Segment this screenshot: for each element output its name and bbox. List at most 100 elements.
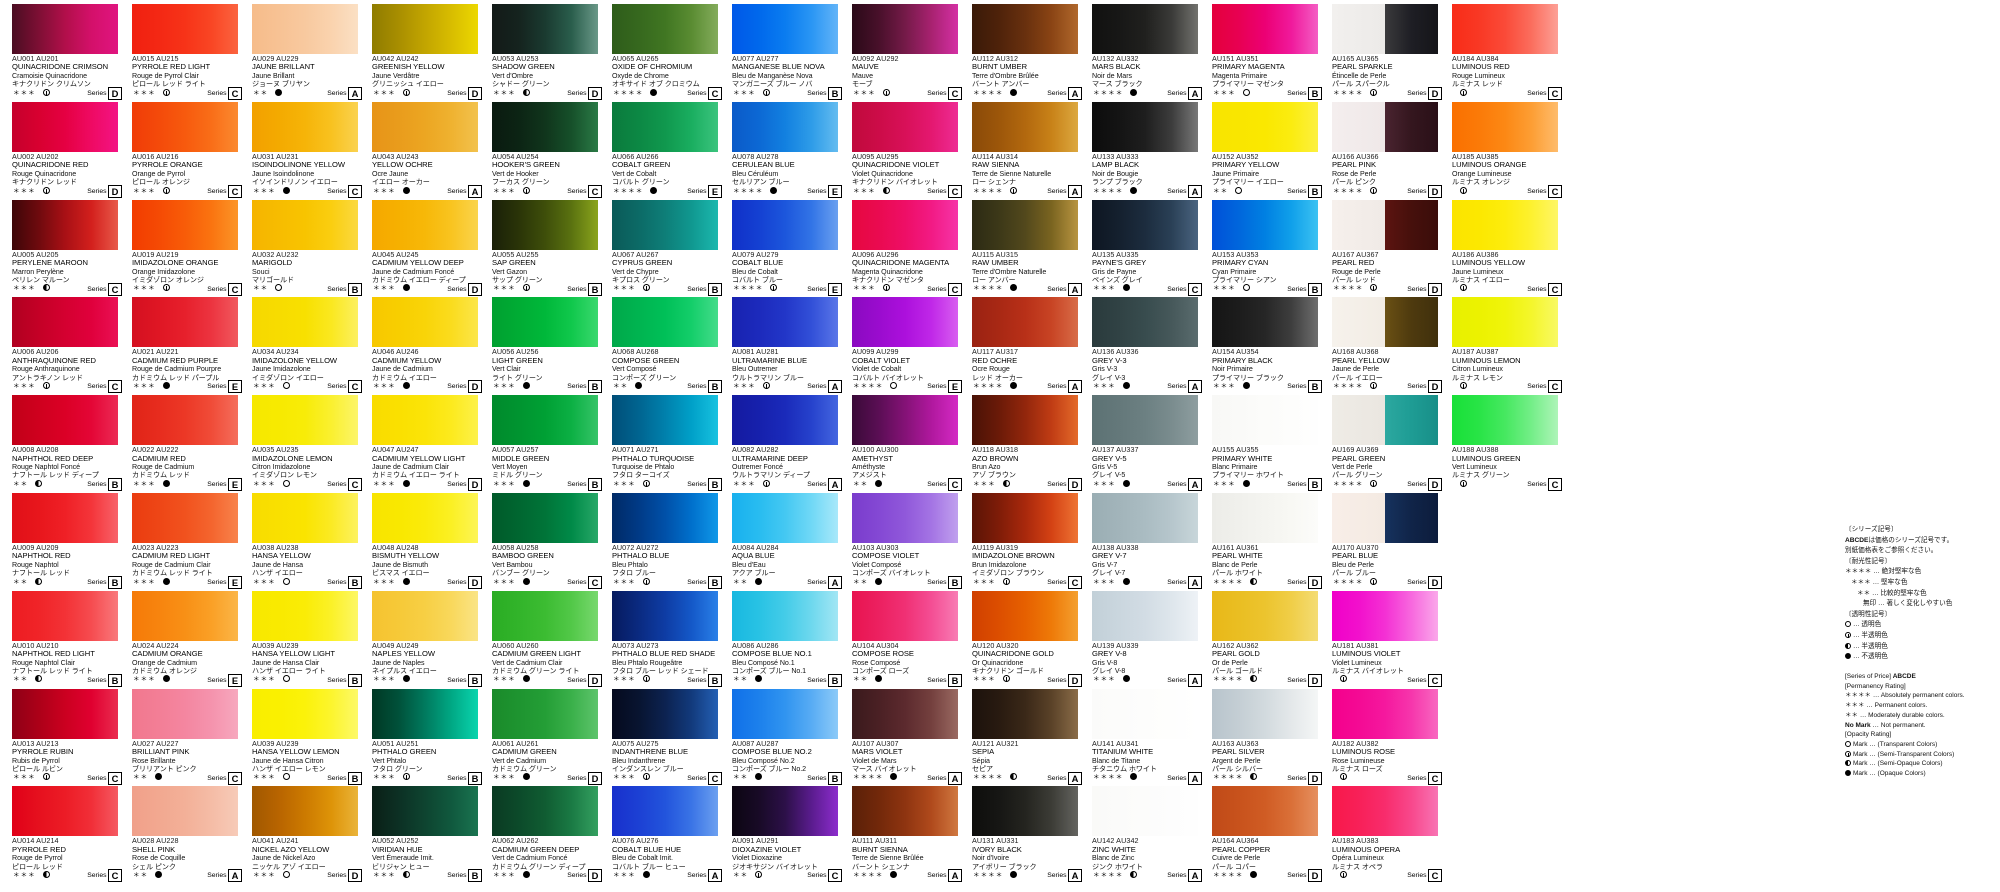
color-swatch-cell[interactable]: AU153 AU353 PRIMARY CYAN Cyan Primaire プライマ… [1200,199,1322,298]
color-swatch-cell[interactable]: AU086 AU286 COMPOSE BLUE NO.1 Bleu Composé… [720,590,842,689]
color-swatch-cell[interactable]: AU029 AU229 JAUNE BRILLANT Jaune Brillant ジ… [240,4,362,102]
color-swatch-cell[interactable]: AU112 AU312 BURNT UMBER Terre d'Ombre Brûl… [960,4,1082,102]
color-swatch-cell[interactable]: AU084 AU284 AQUA BLUE Bleu d'Eau アクア ブルー ＊＊ S… [720,492,842,591]
color-swatch-cell[interactable]: AU022 AU222 CADMIUM RED Rouge de Cadmium カド… [120,395,242,493]
color-swatch-cell[interactable]: AU139 AU339 GREY V-8 Gris V-8 グレイ V-8 ＊＊＊ Ser… [1080,590,1202,689]
color-swatch-cell[interactable]: AU182 AU382 LUMINOUS ROSE Rose Lumineuse ルミ… [1320,688,1442,787]
color-swatch-cell[interactable]: AU052 AU252 VIRIDIAN HUE Vert Émeraude Imi… [360,786,482,884]
color-swatch-cell[interactable]: AU115 AU315 RAW UMBER Terre d'Ombre Nature… [960,199,1082,298]
color-swatch-cell[interactable]: AU046 AU246 CADMIUM YELLOW Jaune de Cadmiu… [360,297,482,395]
color-swatch-cell[interactable]: AU068 AU268 COMPOSE GREEN Vert Composé コンポー… [600,297,722,395]
color-swatch-cell[interactable]: AU051 AU251 PHTHALO GREEN Vert Phtalo フタロ グ… [360,688,482,787]
color-swatch-cell[interactable]: AU072 AU272 PHTHALO BLUE Bleu Phtalo フタロ ブル… [600,492,722,591]
color-swatch-cell[interactable]: AU162 AU362 PEARL GOLD Or de Perle パール ゴールド… [1200,590,1322,689]
color-swatch-cell[interactable]: AU001 AU201 QUINACRIDONE CRIMSON Cramoisie… [0,4,122,102]
color-swatch-cell[interactable]: AU005 AU205 PERYLENE MAROON Marron Perylèn… [0,199,122,298]
color-swatch-cell[interactable]: AU014 AU214 PYRROLE RED Rouge de Pyrrol ピロー… [0,786,122,884]
color-swatch-cell[interactable]: AU165 AU365 PEARL SPARKLE Étincelle de Per… [1320,4,1442,102]
color-swatch-cell[interactable]: AU167 AU367 PEARL RED Rouge de Perle パール レッ… [1320,199,1442,298]
color-swatch-cell[interactable]: AU169 AU369 PEARL GREEN Vert de Perle パール グ… [1320,395,1442,493]
color-swatch-cell[interactable]: AU023 AU223 CADMIUM RED LIGHT Rouge de Cad… [120,492,242,591]
color-swatch-cell[interactable]: AU028 AU228 SHELL PINK Rose de Coquille シェル… [120,786,242,884]
color-swatch-cell[interactable]: AU185 AU385 LUMINOUS ORANGE Orange Lumineu… [1440,101,1562,200]
color-swatch-cell[interactable]: AU104 AU304 COMPOSE ROSE Rose Composé コンポーズ… [840,590,962,689]
color-swatch-cell[interactable]: AU048 AU248 BISMUTH YELLOW Jaune de Bismut… [360,492,482,591]
color-swatch-cell[interactable]: AU016 AU216 PYRROLE ORANGE Orange de Pyrro… [120,101,242,200]
color-swatch-cell[interactable]: AU119 AU319 IMIDAZOLONE BROWN Brun Imidazo… [960,492,1082,591]
color-swatch-cell[interactable]: AU078 AU278 CERULEAN BLUE Bleu Céruléum セルリ… [720,101,842,200]
color-swatch-cell[interactable]: AU166 AU366 PEARL PINK Rose de Perle パール ピン… [1320,101,1442,200]
color-swatch-cell[interactable]: AU107 AU307 MARS VIOLET Violet de Mars マース … [840,688,962,787]
color-swatch-cell[interactable]: AU082 AU282 ULTRAMARINE DEEP Outremer Fonc… [720,395,842,493]
color-swatch-cell[interactable]: AU138 AU338 GREY V-7 Gris V-7 グレイ V-7 ＊＊＊ Ser… [1080,492,1202,591]
color-swatch-cell[interactable]: AU047 AU247 CADMIUM YELLOW LIGHT Jaune de … [360,395,482,493]
color-swatch-cell[interactable]: AU021 AU221 CADMIUM RED PURPLE Rouge de Ca… [120,297,242,395]
color-swatch-cell[interactable]: AU057 AU257 MIDDLE GREEN Vert Moyen ミドル グリー… [480,395,602,493]
color-swatch-cell[interactable]: AU092 AU292 MAUVE Mauve モーブ ＊＊＊ Series C [840,4,962,102]
color-swatch-cell[interactable]: AU038 AU238 HANSA YELLOW Jaune de Hansa ハンザ… [240,492,362,591]
color-swatch-cell[interactable]: AU161 AU361 PEARL WHITE Blanc de Perle パール … [1200,492,1322,591]
color-swatch-cell[interactable]: AU075 AU275 INDANTHRENE BLUE Bleu Indanthr… [600,688,722,787]
color-swatch-cell[interactable]: AU120 AU320 QUINACRIDONE GOLD Or Quinacrid… [960,590,1082,689]
color-swatch-cell[interactable]: AU027 AU227 BRILLIANT PINK Rose Brillante ブ… [120,688,242,787]
color-swatch-cell[interactable]: AU137 AU337 GREY V-5 Gris V-5 グレイ V-5 ＊＊＊ Ser… [1080,395,1202,493]
color-swatch-cell[interactable]: AU058 AU258 BAMBOO GREEN Vert Bambou バンブー グ… [480,492,602,591]
color-swatch-cell[interactable]: AU019 AU219 IMIDAZOLONE ORANGE Orange Imid… [120,199,242,298]
color-swatch-cell[interactable]: AU151 AU351 PRIMARY MAGENTA Magenta Primai… [1200,4,1322,102]
color-swatch-cell[interactable]: AU045 AU245 CADMIUM YELLOW DEEP Jaune de C… [360,199,482,298]
color-swatch-cell[interactable]: AU061 AU261 CADMIUM GREEN Vert de Cadmium カ… [480,688,602,787]
color-swatch-cell[interactable]: AU008 AU208 NAPHTHOL RED DEEP Rouge Naphto… [0,395,122,493]
color-swatch-cell[interactable]: AU154 AU354 PRIMARY BLACK Noir Primaire プライ… [1200,297,1322,395]
color-swatch-cell[interactable]: AU039 AU239 HANSA YELLOW LEMON Jaune de Ha… [240,688,362,787]
color-swatch-cell[interactable]: AU187 AU387 LUMINOUS LEMON Citron Lumineux… [1440,297,1562,395]
color-swatch-cell[interactable]: AU060 AU260 CADMIUM GREEN LIGHT Vert de Ca… [480,590,602,689]
color-swatch-cell[interactable]: AU142 AU342 ZINC WHITE Blanc de Zinc ジンク ホワ… [1080,786,1202,884]
color-swatch-cell[interactable]: AU015 AU215 PYRROLE RED LIGHT Rouge de Pyr… [120,4,242,102]
color-swatch-cell[interactable]: AU164 AU364 PEARL COPPER Cuivre de Perle パー… [1200,786,1322,884]
color-swatch-cell[interactable]: AU031 AU231 ISOINDOLINONE YELLOW Jaune Iso… [240,101,362,200]
color-swatch-cell[interactable]: AU013 AU213 PYRROLE RUBIN Rubis de Pyrrol ピ… [0,688,122,787]
color-swatch-cell[interactable]: AU170 AU370 PEARL BLUE Bleu de Perle パール ブル… [1320,492,1442,591]
color-swatch-cell[interactable]: AU002 AU202 QUINACRIDONE RED Rouge Quinacr… [0,101,122,200]
color-swatch-cell[interactable]: AU039 AU239 HANSA YELLOW LIGHT Jaune de Ha… [240,590,362,689]
color-swatch-cell[interactable]: AU181 AU381 LUMINOUS VIOLET Violet Lumineu… [1320,590,1442,689]
color-swatch-cell[interactable]: AU081 AU281 ULTRAMARINE BLUE Bleu Outremer… [720,297,842,395]
color-swatch-cell[interactable]: AU032 AU232 MARIGOLD Souci マリゴールド ＊＊ Series B [240,199,362,298]
color-swatch-cell[interactable]: AU095 AU295 QUINACRIDONE VIOLET Violet Qui… [840,101,962,200]
color-swatch-cell[interactable]: AU043 AU243 YELLOW OCHRE Ocre Jaune イエロー オー… [360,101,482,200]
color-swatch-cell[interactable]: AU067 AU267 CYPRUS GREEN Vert de Chypre キプロ… [600,199,722,298]
color-swatch-cell[interactable]: AU096 AU296 QUINACRIDONE MAGENTA Magenta Q… [840,199,962,298]
color-swatch-cell[interactable]: AU041 AU241 NICKEL AZO YELLOW Jaune de Nic… [240,786,362,884]
color-swatch-cell[interactable]: AU184 AU384 LUMINOUS RED Rouge Lumineux ルミナ… [1440,4,1562,102]
color-swatch-cell[interactable]: AU131 AU331 IVORY BLACK Noir d'Ivoire アイボリー… [960,786,1082,884]
color-swatch-cell[interactable]: AU024 AU224 CADMIUM ORANGE Orange de Cadmi… [120,590,242,689]
color-swatch-cell[interactable]: AU135 AU335 PAYNE'S GREY Gris de Payne ペインズ… [1080,199,1202,298]
color-swatch-cell[interactable]: AU132 AU332 MARS BLACK Noir de Mars マース ブラッ… [1080,4,1202,102]
color-swatch-cell[interactable]: AU118 AU318 AZO BROWN Brun Azo アゾ ブラウン ＊＊＊ Se… [960,395,1082,493]
color-swatch-cell[interactable]: AU163 AU363 PEARL SILVER Argent de Perle パー… [1200,688,1322,787]
color-swatch-cell[interactable]: AU054 AU254 HOOKER'S GREEN Vert de Hooker フ… [480,101,602,200]
color-swatch-cell[interactable]: AU133 AU333 LAMP BLACK Noir de Bougie ランプ ブ… [1080,101,1202,200]
color-swatch-cell[interactable]: AU114 AU314 RAW SIENNA Terre de Sienne Nat… [960,101,1082,200]
color-swatch-cell[interactable]: AU053 AU253 SHADOW GREEN Vert d'Ombre シャドー … [480,4,602,102]
color-swatch-cell[interactable]: AU010 AU210 NAPHTHOL RED LIGHT Rouge Napht… [0,590,122,689]
color-swatch-cell[interactable]: AU100 AU300 AMETHYST Améthyste アメジスト ＊＊ Serie… [840,395,962,493]
color-swatch-cell[interactable]: AU071 AU271 PHTHALO TURQUOISE Turquoise de… [600,395,722,493]
color-swatch-cell[interactable]: AU055 AU255 SAP GREEN Vert Gazon サップ グリーン ＊＊… [480,199,602,298]
color-swatch-cell[interactable]: AU042 AU242 GREENISH YELLOW Jaune Verdâtre… [360,4,482,102]
color-swatch-cell[interactable]: AU188 AU388 LUMINOUS GREEN Vert Lumineux ルミ… [1440,395,1562,493]
color-swatch-cell[interactable]: AU152 AU352 PRIMARY YELLOW Jaune Primaire プ… [1200,101,1322,200]
color-swatch-cell[interactable]: AU103 AU303 COMPOSE VIOLET Violet Composé コ… [840,492,962,591]
color-swatch-cell[interactable]: AU049 AU249 NAPLES YELLOW Jaune de Naples ネ… [360,590,482,689]
color-swatch-cell[interactable]: AU136 AU336 GREY V-3 Gris V-3 グレイ V-3 ＊＊＊ Ser… [1080,297,1202,395]
color-swatch-cell[interactable]: AU111 AU311 BURNT SIENNA Terre de Sienne B… [840,786,962,884]
color-swatch-cell[interactable]: AU091 AU291 DIOXAZINE VIOLET Violet Dioxaz… [720,786,842,884]
color-swatch-cell[interactable]: AU076 AU276 COBALT BLUE HUE Bleu de Cobalt… [600,786,722,884]
color-swatch-cell[interactable]: AU117 AU317 RED OCHRE Ocre Rouge レッド オーカー ＊＊… [960,297,1082,395]
color-swatch-cell[interactable]: AU009 AU209 NAPHTHOL RED Rouge Naphtol ナフトー… [0,492,122,591]
color-swatch-cell[interactable]: AU168 AU368 PEARL YELLOW Jaune de Perle パール… [1320,297,1442,395]
color-swatch-cell[interactable]: AU087 AU287 COMPOSE BLUE NO.2 Bleu Composé… [720,688,842,787]
color-swatch-cell[interactable]: AU155 AU355 PRIMARY WHITE Blanc Primaire プラ… [1200,395,1322,493]
color-swatch-cell[interactable]: AU073 AU273 PHTHALO BLUE RED SHADE Bleu Ph… [600,590,722,689]
color-swatch-cell[interactable]: AU006 AU206 ANTHRAQUINONE RED Rouge Anthra… [0,297,122,395]
